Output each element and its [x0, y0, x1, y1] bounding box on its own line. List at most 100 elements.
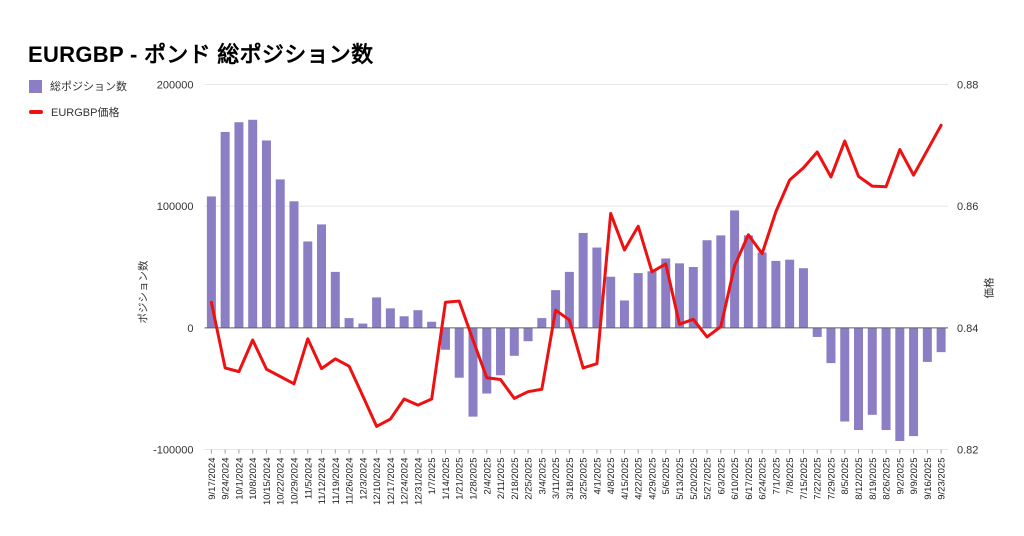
right-axis-tick-label: 0.88: [957, 80, 978, 92]
right-axis-tick-label: 0.84: [957, 323, 978, 335]
position-bar[interactable]: [675, 263, 685, 328]
x-axis-date-label: 1/28/2025: [468, 458, 479, 500]
position-bar[interactable]: [317, 224, 327, 328]
position-bar[interactable]: [812, 327, 822, 337]
position-bar[interactable]: [909, 327, 919, 437]
legend-item-positions[interactable]: 総ポジション数: [29, 78, 127, 94]
position-bar[interactable]: [661, 258, 671, 328]
left-axis-tick-label: 0: [187, 323, 193, 335]
position-bar[interactable]: [468, 327, 478, 417]
x-axis-date-label: 10/1/2024: [234, 458, 245, 500]
x-axis-date-label: 7/15/2025: [799, 458, 810, 500]
legend-item-price[interactable]: EURGBP価格: [29, 104, 127, 120]
x-axis-date-label: 10/15/2024: [262, 458, 273, 506]
position-bar[interactable]: [798, 268, 808, 328]
x-axis-date-label: 3/18/2025: [565, 458, 576, 500]
position-bar[interactable]: [496, 327, 506, 376]
x-axis-date-label: 10/29/2024: [289, 458, 300, 506]
position-bar[interactable]: [248, 119, 258, 328]
position-bar[interactable]: [372, 297, 382, 328]
x-axis-date-label: 5/6/2025: [661, 458, 672, 495]
x-axis-date-label: 6/10/2025: [730, 458, 741, 500]
position-bar[interactable]: [206, 196, 216, 328]
x-axis-date-label: 8/19/2025: [868, 458, 879, 500]
position-bar[interactable]: [647, 271, 657, 328]
position-bar[interactable]: [399, 316, 409, 328]
x-axis-date-label: 7/22/2025: [813, 458, 824, 500]
legend-label-positions: 総ポジション数: [50, 81, 127, 93]
x-axis-date-label: 7/1/2025: [771, 458, 782, 495]
x-axis-date-label: 10/22/2024: [276, 458, 287, 506]
position-bar[interactable]: [523, 327, 533, 342]
position-bar[interactable]: [619, 300, 629, 328]
position-bar[interactable]: [454, 327, 464, 378]
x-axis-date-label: 4/22/2025: [634, 458, 645, 500]
x-axis-date-label: 11/5/2024: [303, 458, 314, 500]
position-bar[interactable]: [771, 260, 781, 328]
x-axis-date-label: 9/2/2025: [895, 458, 906, 495]
position-bar[interactable]: [936, 327, 946, 353]
position-bar[interactable]: [275, 179, 285, 328]
position-bar[interactable]: [867, 327, 877, 415]
position-bar[interactable]: [592, 247, 602, 328]
position-bar[interactable]: [688, 267, 698, 328]
x-axis-date-label: 5/27/2025: [703, 458, 714, 500]
position-bar[interactable]: [440, 327, 450, 350]
position-bar[interactable]: [261, 140, 271, 328]
position-bar[interactable]: [606, 276, 616, 328]
x-axis-date-label: 9/17/2024: [207, 458, 218, 500]
position-bar[interactable]: [427, 321, 437, 328]
x-axis-date-label: 6/17/2025: [744, 458, 755, 500]
position-bar[interactable]: [385, 308, 395, 328]
x-axis-date-label: 1/21/2025: [455, 458, 466, 500]
x-axis-date-label: 12/3/2024: [358, 458, 369, 500]
x-axis-date-label: 11/19/2024: [331, 458, 342, 505]
x-axis-date-label: 12/10/2024: [372, 458, 383, 506]
position-bar[interactable]: [840, 327, 850, 422]
x-axis-date-label: 6/24/2025: [758, 458, 769, 500]
x-axis-date-label: 7/29/2025: [826, 458, 837, 500]
position-bar[interactable]: [537, 318, 547, 328]
position-bar[interactable]: [716, 235, 726, 328]
position-bar[interactable]: [344, 318, 354, 328]
position-bar[interactable]: [509, 327, 519, 356]
position-bar[interactable]: [578, 232, 588, 328]
x-axis-date-label: 12/24/2024: [400, 458, 411, 506]
position-bar[interactable]: [854, 327, 864, 431]
x-axis-date-label: 12/17/2024: [386, 458, 397, 506]
x-axis-date-label: 9/24/2024: [221, 458, 232, 500]
position-bar[interactable]: [413, 310, 423, 328]
x-axis-date-label: 3/11/2025: [551, 458, 562, 500]
right-axis-tick-label: 0.86: [957, 201, 978, 213]
position-bar[interactable]: [922, 327, 932, 362]
x-axis-date-label: 7/8/2025: [785, 458, 796, 495]
x-axis-date-label: 2/11/2025: [496, 458, 507, 500]
position-bar[interactable]: [234, 122, 244, 328]
position-bar[interactable]: [303, 241, 313, 328]
position-bar[interactable]: [220, 131, 230, 328]
left-axis-tick-label: 100000: [157, 201, 194, 213]
x-axis-date-label: 4/1/2025: [592, 458, 603, 495]
price-line[interactable]: [209, 123, 943, 428]
x-axis-date-label: 11/26/2024: [345, 458, 356, 505]
line-series-swatch-icon: [29, 110, 43, 114]
position-bar[interactable]: [289, 201, 299, 328]
position-bar[interactable]: [358, 323, 368, 328]
position-bar[interactable]: [633, 273, 643, 328]
position-bar[interactable]: [895, 327, 905, 441]
position-bar[interactable]: [330, 271, 340, 328]
position-bar[interactable]: [702, 240, 712, 328]
position-bar[interactable]: [482, 327, 492, 394]
position-bar[interactable]: [757, 252, 767, 328]
left-axis-tick-label: 200000: [157, 80, 194, 92]
x-axis-date-label: 1/14/2025: [441, 458, 452, 500]
position-bar[interactable]: [881, 327, 891, 431]
position-bar[interactable]: [826, 327, 836, 364]
legend-label-price: EURGBP価格: [51, 107, 120, 119]
x-axis-date-label: 9/16/2025: [923, 458, 934, 500]
x-axis-date-label: 10/8/2024: [248, 458, 259, 500]
position-bar[interactable]: [564, 271, 574, 328]
position-bar[interactable]: [785, 259, 795, 328]
position-bar[interactable]: [743, 235, 753, 328]
